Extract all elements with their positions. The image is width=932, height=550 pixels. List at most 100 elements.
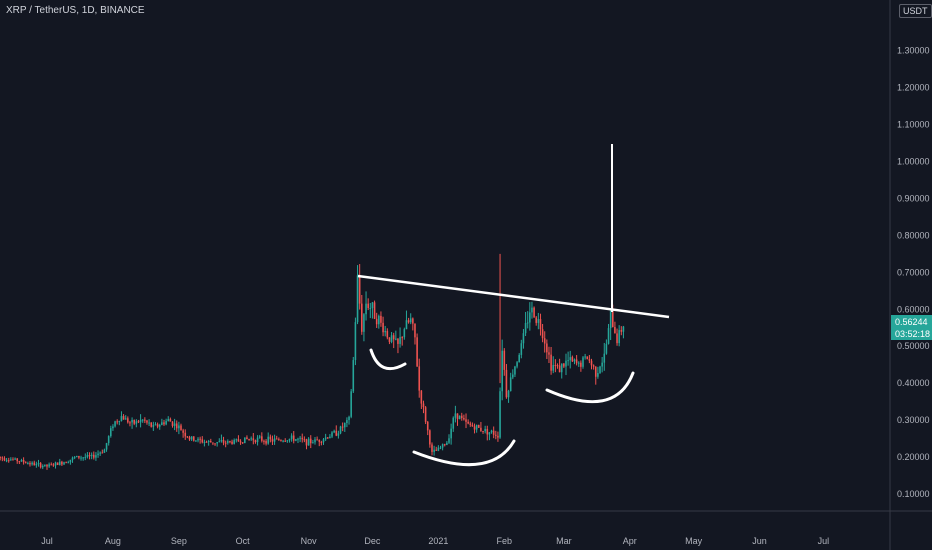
candle-body (537, 319, 540, 323)
candle-body (244, 437, 246, 444)
candle-body (395, 338, 397, 340)
candle-body (305, 439, 308, 446)
candle-body (563, 363, 565, 367)
candle-body (71, 457, 74, 460)
bar-countdown: 03:52:18 (895, 329, 931, 339)
candle-body (103, 449, 106, 453)
left-shoulder-arc[interactable] (369, 348, 407, 371)
x-tick-label: Sep (171, 536, 187, 546)
candle-body (418, 366, 421, 391)
candle-body (320, 441, 323, 443)
candle-body (95, 455, 97, 458)
x-tick-label: Jun (752, 536, 767, 546)
candle-body (618, 330, 620, 344)
candle-body (426, 421, 429, 431)
candle-body (37, 463, 40, 465)
candle-body (488, 432, 491, 435)
candle-body (116, 421, 118, 423)
candle-body (190, 436, 193, 440)
candle-body (403, 329, 406, 338)
candle-body (269, 436, 272, 440)
candle-body (301, 437, 304, 440)
candle-body (44, 464, 46, 466)
candle-body (492, 430, 495, 435)
candle-body (486, 428, 489, 435)
x-tick-label: Mar (556, 536, 572, 546)
candle-body (531, 307, 533, 313)
candle-body (12, 459, 14, 461)
y-tick-label: 0.90000 (897, 193, 930, 203)
price-axis[interactable]: 1.30000 1.20000 1.10000 1.00000 0.90000 0.800… (897, 46, 930, 499)
candle-body (452, 417, 455, 429)
candle-body (267, 436, 270, 444)
candle-body (284, 440, 287, 442)
candle-body (273, 438, 276, 442)
candle-body (577, 362, 580, 364)
candle-body (356, 275, 359, 323)
candle-body (205, 441, 208, 443)
currency-badge[interactable]: USDT (899, 4, 932, 18)
x-tick-label: Jul (818, 536, 830, 546)
candle-body (420, 390, 423, 404)
candles-layer (0, 253, 625, 470)
time-axis[interactable]: Jul Aug Sep Oct Nov Dec 2021 Feb Mar Apr May Jun Jul (41, 536, 829, 546)
resistance-trendline[interactable] (357, 274, 670, 319)
candle-body (441, 444, 444, 448)
candle-body (248, 439, 250, 441)
candle-body (101, 452, 104, 454)
candle-body (571, 357, 574, 362)
candle-body (507, 391, 510, 398)
candle-body (175, 423, 178, 429)
candle-body (622, 326, 625, 332)
candle-body (265, 440, 267, 444)
candle-body (275, 438, 278, 440)
candle-body (29, 463, 31, 465)
candle-body (433, 449, 435, 452)
candle-body (343, 423, 346, 428)
candle-body (435, 449, 438, 451)
symbol-title[interactable]: XRP / TetherUS, 1D, BINANCE (6, 5, 145, 16)
candle-body (182, 430, 184, 433)
candle-body (24, 462, 27, 464)
candle-body (348, 416, 350, 421)
candle-body (73, 457, 76, 459)
y-tick-label: 0.20000 (897, 452, 930, 462)
candle-body (173, 423, 176, 426)
candle-body (224, 442, 227, 444)
candle-body (235, 439, 238, 441)
candle-body (237, 439, 240, 442)
candle-body (239, 441, 242, 443)
candle-body (31, 462, 33, 465)
candle-body (382, 322, 384, 333)
candle-body (226, 441, 229, 443)
right-shoulder-arc[interactable] (545, 371, 635, 404)
candle-body (195, 440, 197, 442)
head-arc[interactable] (412, 439, 516, 467)
x-tick-label: Nov (301, 536, 318, 546)
candle-body (516, 362, 518, 367)
candle-body (280, 440, 282, 442)
candle-body (152, 425, 155, 427)
candle-body (122, 416, 125, 420)
candle-body (594, 366, 597, 377)
candle-body (414, 323, 416, 338)
candle-body (354, 322, 357, 361)
candle-body (386, 331, 389, 338)
candle-body (63, 462, 65, 465)
x-tick-label: May (685, 536, 703, 546)
candle-body (7, 460, 10, 462)
candle-body (454, 413, 457, 418)
candle-body (358, 275, 361, 304)
y-tick-label: 1.20000 (897, 83, 930, 93)
candle-body (165, 421, 167, 425)
candle-body (156, 424, 159, 427)
candle-body (97, 453, 99, 456)
candle-body (52, 464, 55, 466)
candle-body (186, 436, 189, 438)
candle-body (552, 365, 555, 371)
candle-body (58, 461, 61, 466)
candle-body (218, 441, 221, 443)
candle-body (312, 442, 314, 444)
candle-body (207, 441, 210, 443)
